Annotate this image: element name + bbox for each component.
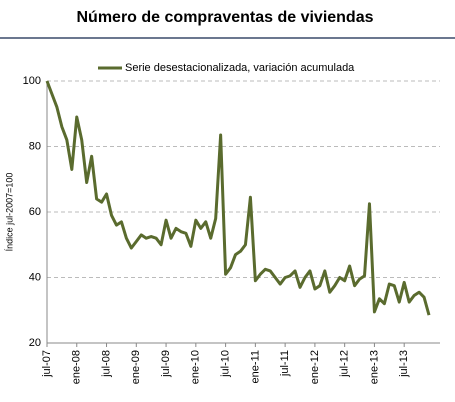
y-axis-title: Índice jul-2007=100 xyxy=(4,173,14,252)
x-tick-label: jul-12 xyxy=(339,350,351,378)
x-tick-label: jul-10 xyxy=(220,350,232,378)
legend-label: Serie desestacionalizada, variación acum… xyxy=(125,62,355,74)
x-tick-label: ene-11 xyxy=(249,350,261,383)
x-tick-label: ene-12 xyxy=(309,350,321,384)
x-tick-label: ene-09 xyxy=(130,350,142,384)
y-tick-label: 100 xyxy=(23,75,41,87)
x-tick-label: jul-08 xyxy=(100,350,112,378)
y-tick-label: 20 xyxy=(29,337,41,349)
y-tick-label: 40 xyxy=(29,271,41,283)
x-tick-label: ene-08 xyxy=(71,350,83,384)
y-tick-label: 80 xyxy=(29,140,41,152)
chart-title: Número de compraventas de viviendas xyxy=(77,9,374,26)
x-tick-label: jul-07 xyxy=(41,350,53,378)
x-tick-label: jul-09 xyxy=(160,350,172,378)
y-tick-label: 60 xyxy=(29,206,41,218)
data-line xyxy=(45,80,431,316)
x-tick-label: ene-10 xyxy=(190,350,202,384)
x-tick-label: ene-13 xyxy=(368,350,380,384)
x-tick-label: jul-11 xyxy=(279,350,291,377)
x-tick-label: jul-13 xyxy=(398,350,410,378)
